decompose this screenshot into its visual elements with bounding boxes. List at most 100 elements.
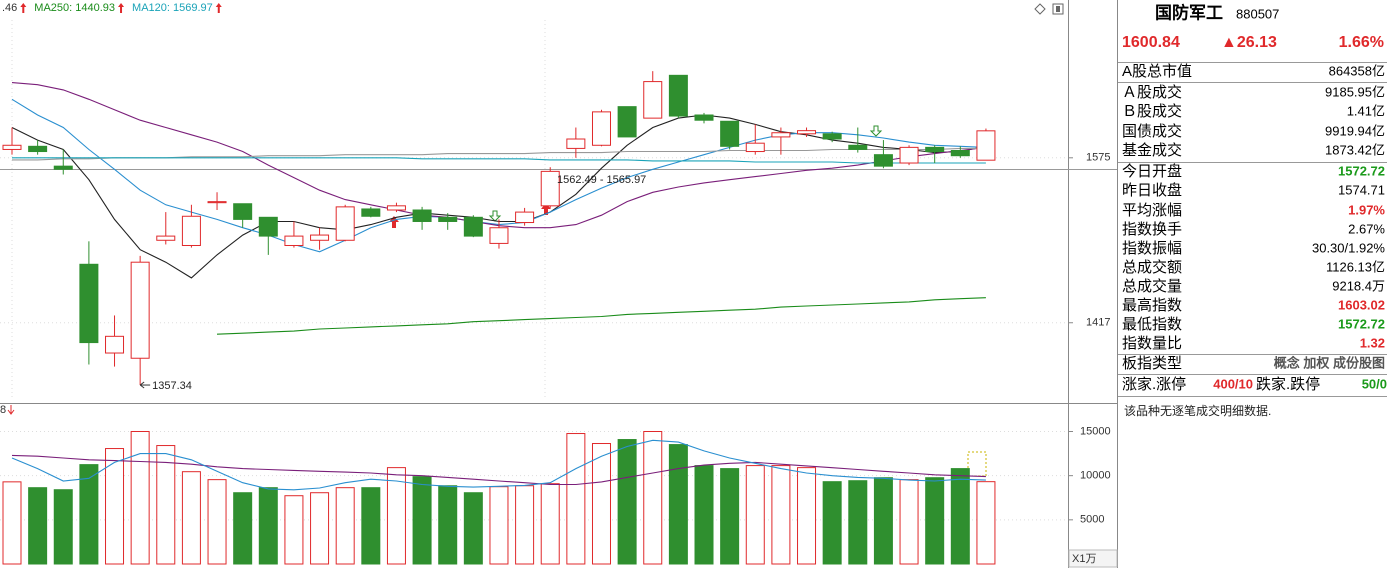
panel-label: 总成交额 [1122, 258, 1182, 276]
volume-bar [720, 468, 740, 565]
panel-value: 1.41亿 [1347, 103, 1385, 118]
volume-bar [925, 477, 945, 565]
panel-change: ▲26.13 [1221, 34, 1277, 51]
panel-value: 9919.94亿 [1325, 123, 1385, 138]
icon-window-inner [1056, 6, 1060, 12]
volume-bar [105, 448, 125, 565]
signal-down [488, 210, 502, 222]
panel-label: 平均涨幅 [1122, 202, 1182, 219]
candle-body [207, 201, 227, 204]
candle-body [156, 235, 176, 241]
volume-bar [79, 464, 99, 565]
icon-window[interactable] [1052, 3, 1064, 15]
panel-label: A股总市值 [1122, 63, 1192, 80]
y-tick-label: 1417 [1086, 317, 1110, 329]
volume-bar [284, 495, 304, 565]
panel-value: 1126.13亿 [1326, 259, 1385, 274]
volume-bar [130, 431, 150, 565]
volume-bar [822, 481, 842, 565]
candle-body [233, 203, 253, 220]
candle-body [797, 130, 817, 135]
candle-body [361, 208, 381, 217]
volume-bar [258, 487, 278, 565]
panel-label: 指数量比 [1122, 335, 1182, 352]
panel-code: 880507 [1236, 6, 1279, 21]
volume-bar [156, 445, 176, 565]
candle-body [28, 145, 48, 153]
candle-body [950, 149, 970, 157]
volume-bar [438, 485, 458, 565]
panel-label: Ｂ股成交 [1122, 102, 1182, 120]
panel-label: 最低指数 [1122, 316, 1182, 333]
volume-bar [181, 471, 201, 565]
candle-body [284, 235, 304, 246]
candle-body [489, 227, 509, 244]
breadth-label: 跌家.跌停 [1256, 376, 1320, 393]
panel-value: 9185.95亿 [1325, 84, 1385, 99]
panel-value: 9218.4万 [1332, 278, 1385, 293]
candle-body [2, 144, 22, 150]
volume-bar [771, 465, 791, 565]
icon-diamond[interactable] [1034, 3, 1046, 15]
legend-entry: .46 [2, 2, 17, 14]
panel-value: 1574.71 [1338, 182, 1385, 197]
panel-name: 国防军工 [1155, 2, 1223, 22]
volume-bar [28, 487, 48, 565]
ma-line [12, 157, 986, 164]
volume-bar [207, 479, 227, 565]
volume-bar [566, 433, 586, 565]
volume-bar [53, 489, 73, 565]
volume-bar [412, 476, 432, 565]
candle-body [335, 206, 355, 241]
panel-label: 总成交量 [1122, 277, 1182, 295]
volume-bar [848, 480, 868, 565]
panel-percent: 1.66% [1339, 34, 1384, 51]
legend-entry: MA250: 1440.93 [34, 2, 115, 14]
candle-body [258, 216, 278, 237]
panel-value: 1603.02 [1338, 297, 1385, 312]
panel-value[interactable]: 概念 加权 成份股图 [1274, 355, 1385, 370]
volume-label: 8 [0, 404, 6, 416]
panel-value: 864358亿 [1329, 63, 1385, 78]
candle-body [668, 74, 688, 117]
volume-bar [668, 444, 688, 565]
ma-line [216, 297, 986, 335]
candle-body [412, 209, 432, 222]
unit-box [1068, 549, 1118, 568]
annotation: 1357.34 [152, 380, 192, 392]
volume-bar [643, 431, 663, 565]
panel-label: 昨日收盘 [1122, 181, 1182, 199]
panel-value: 2.67% [1348, 221, 1385, 236]
volume-bar [976, 481, 996, 565]
projected-volume [967, 451, 987, 477]
breadth-value: 50/0 [1362, 376, 1387, 391]
candle-body [181, 215, 201, 246]
volume-bar [2, 481, 22, 565]
panel-label: 今日开盘 [1122, 162, 1182, 180]
panel-label: 基金成交 [1122, 141, 1182, 159]
volume-bar [950, 468, 970, 565]
candle-body [515, 211, 535, 224]
legend-arrow [20, 3, 27, 13]
panel-value: 1572.72 [1338, 163, 1385, 178]
volume-bar [386, 467, 406, 565]
panel-value: 1.32 [1360, 335, 1385, 350]
y-tick-label: 15000 [1080, 425, 1111, 437]
volume-bar [591, 443, 611, 565]
candle-body [925, 146, 945, 153]
candle-body [591, 111, 611, 146]
volume-bar [617, 439, 637, 565]
candle-body [438, 216, 458, 222]
y-tick-label: 5000 [1080, 514, 1104, 526]
candle-body [873, 154, 893, 167]
candle-body [822, 133, 842, 140]
annotation: 1562.49 - 1565.97 [557, 174, 646, 186]
volume-bar [463, 492, 483, 565]
volume-bar [694, 465, 714, 565]
volume-bar [233, 492, 253, 565]
panel-label: 指数换手 [1122, 221, 1182, 238]
panel-value: 1.97% [1348, 202, 1385, 217]
volume-bar [489, 486, 509, 565]
ma-line [11, 454, 986, 486]
